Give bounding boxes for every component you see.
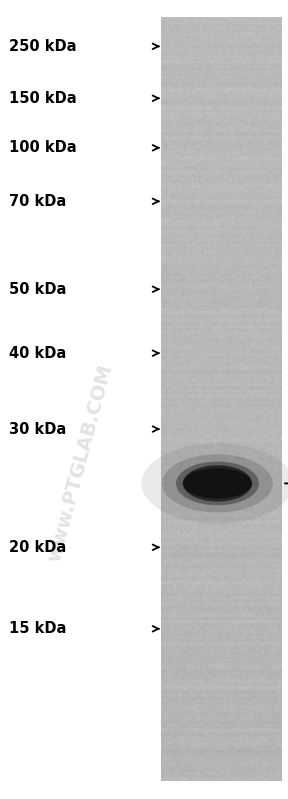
Text: 70 kDa: 70 kDa	[9, 194, 66, 209]
Ellipse shape	[183, 465, 252, 502]
Text: 100 kDa: 100 kDa	[9, 141, 76, 155]
Text: 15 kDa: 15 kDa	[9, 622, 66, 636]
Text: 40 kDa: 40 kDa	[9, 346, 66, 360]
Text: 150 kDa: 150 kDa	[9, 91, 76, 105]
Text: 250 kDa: 250 kDa	[9, 39, 76, 54]
Text: 50 kDa: 50 kDa	[9, 282, 66, 296]
Text: www.PTGLAB.COM: www.PTGLAB.COM	[45, 363, 116, 564]
Ellipse shape	[162, 455, 273, 512]
Text: 20 kDa: 20 kDa	[9, 540, 66, 555]
Text: 30 kDa: 30 kDa	[9, 422, 66, 436]
Ellipse shape	[176, 462, 259, 505]
Ellipse shape	[183, 468, 252, 499]
Ellipse shape	[141, 443, 288, 523]
